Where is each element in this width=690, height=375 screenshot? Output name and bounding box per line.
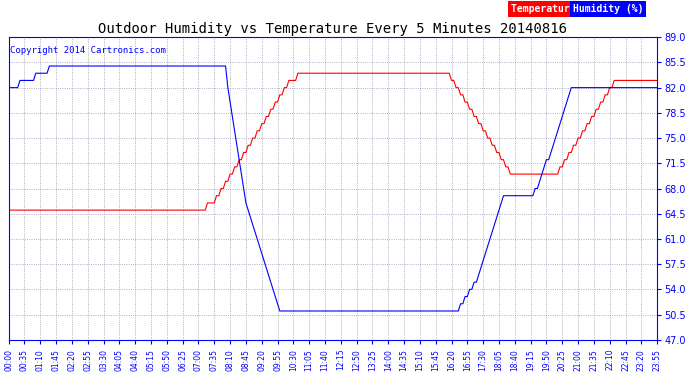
Text: Temperature (°F): Temperature (°F) bbox=[511, 4, 605, 14]
Title: Outdoor Humidity vs Temperature Every 5 Minutes 20140816: Outdoor Humidity vs Temperature Every 5 … bbox=[99, 22, 567, 36]
Text: Humidity (%): Humidity (%) bbox=[573, 4, 643, 14]
Text: Copyright 2014 Cartronics.com: Copyright 2014 Cartronics.com bbox=[10, 46, 166, 55]
